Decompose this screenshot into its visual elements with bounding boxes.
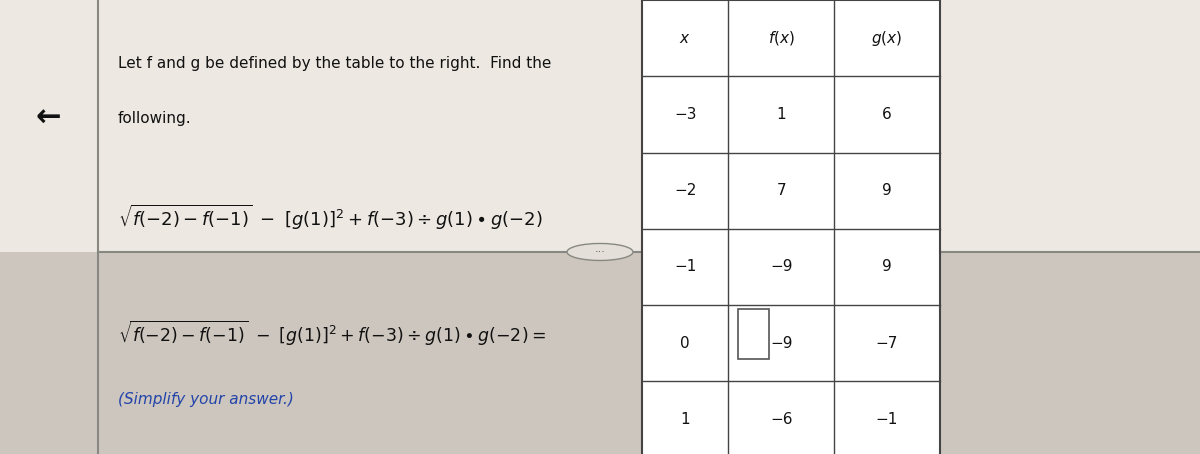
Text: $\mathit{f}(x)$: $\mathit{f}(x)$	[768, 29, 794, 47]
Text: −2: −2	[674, 183, 696, 198]
Text: −9: −9	[770, 259, 792, 275]
Text: −1: −1	[674, 259, 696, 275]
Text: −3: −3	[674, 107, 696, 122]
Text: ←: ←	[35, 104, 61, 133]
Text: −7: −7	[876, 336, 898, 351]
FancyBboxPatch shape	[0, 252, 1200, 454]
Text: $\sqrt{f(-2)-f(-1)}\ -\ [g(1)]^2+f(-3)\div g(1)\bullet g(-2)=$: $\sqrt{f(-2)-f(-1)}\ -\ [g(1)]^2+f(-3)\d…	[118, 319, 546, 348]
Bar	[642, 0, 940, 454]
Text: (Simplify your answer.): (Simplify your answer.)	[118, 392, 294, 407]
Bar	[738, 309, 769, 359]
Text: ···: ···	[594, 247, 606, 257]
Text: −9: −9	[770, 336, 792, 351]
Text: −6: −6	[770, 412, 792, 427]
Text: 9: 9	[882, 259, 892, 275]
Ellipse shape	[568, 243, 634, 261]
Text: $\mathit{g}(x)$: $\mathit{g}(x)$	[871, 29, 902, 48]
Text: 9: 9	[882, 183, 892, 198]
Text: −1: −1	[876, 412, 898, 427]
Text: $\sqrt{f(-2)-f(-1)}\ -\ [g(1)]^2+f(-3)\div g(1)\bullet g(-2)$: $\sqrt{f(-2)-f(-1)}\ -\ [g(1)]^2+f(-3)\d…	[118, 203, 542, 232]
Text: $\mathit{x}$: $\mathit{x}$	[679, 30, 691, 46]
Text: 0: 0	[680, 336, 690, 351]
Text: 1: 1	[776, 107, 786, 122]
Bar	[642, 0, 940, 454]
Text: Let f and g be defined by the table to the right.  Find the: Let f and g be defined by the table to t…	[118, 56, 551, 71]
Text: 7: 7	[776, 183, 786, 198]
Text: 1: 1	[680, 412, 690, 427]
Text: 6: 6	[882, 107, 892, 122]
FancyBboxPatch shape	[0, 0, 1200, 252]
Text: following.: following.	[118, 110, 191, 126]
